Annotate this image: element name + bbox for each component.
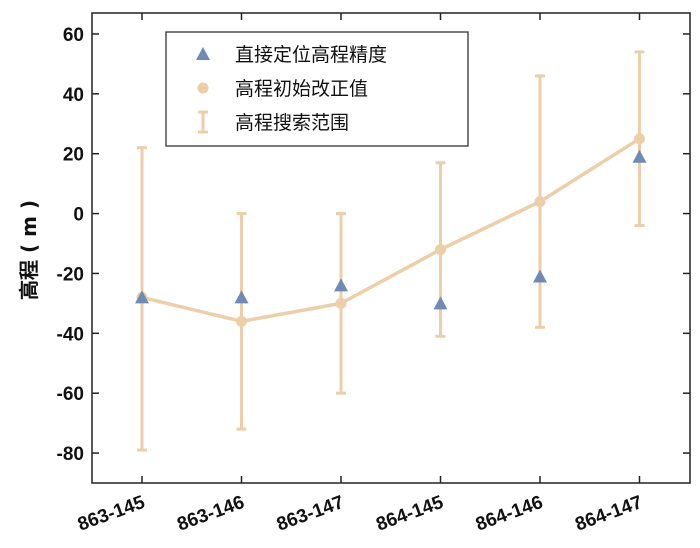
x-tick-label-863-146: 863-146 <box>174 492 247 536</box>
initial-correction-point-863-146 <box>236 315 247 327</box>
y-tick-label--40: -40 <box>57 324 84 345</box>
direct-accuracy-point-863-146 <box>234 290 249 304</box>
plot-frame <box>91 12 691 484</box>
y-tick-label-60: 60 <box>63 25 84 46</box>
x-tick-label-863-145: 863-145 <box>75 492 148 536</box>
initial-correction-line <box>141 137 641 324</box>
direct-accuracy-point-864-145 <box>433 296 448 310</box>
y-axis-title: 高程 ( m ) <box>17 200 41 300</box>
legend-triangle-marker <box>196 47 210 60</box>
x-tick-label-864-146: 864-146 <box>473 492 546 536</box>
initial-correction-point-863-147 <box>335 297 347 309</box>
triangle-markers <box>135 149 647 310</box>
legend-label-direct-accuracy: 直接定位高程精度 <box>235 44 387 66</box>
y-tick-label-20: 20 <box>63 145 84 166</box>
initial-correction-point-864-147 <box>634 133 645 145</box>
direct-accuracy-point-863-147 <box>334 278 348 292</box>
direct-accuracy-point-864-146 <box>533 269 547 283</box>
legend-circle-marker <box>197 82 209 94</box>
x-tick-label-863-147: 863-147 <box>274 492 347 536</box>
y-tick-label--80: -80 <box>57 444 84 465</box>
y-tick-label-40: 40 <box>63 85 84 106</box>
line-series <box>141 137 641 324</box>
direct-accuracy-point-864-147 <box>632 149 647 163</box>
y-tick-label--20: -20 <box>57 264 84 285</box>
initial-correction-point-864-145 <box>435 243 446 255</box>
legend-box <box>165 31 469 147</box>
x-tick-label-864-145: 864-145 <box>373 492 446 536</box>
initial-correction-point-864-146 <box>534 196 546 208</box>
legend-label-search-range: 高程搜索范围 <box>235 112 349 134</box>
legend-label-initial-correction: 高程初始改正值 <box>235 78 368 100</box>
y-tick-label--60: -60 <box>57 384 84 405</box>
direct-accuracy-point-863-145 <box>135 290 149 304</box>
y-tick-label-0: 0 <box>73 205 84 226</box>
x-tick-label-864-147: 864-147 <box>572 492 645 536</box>
